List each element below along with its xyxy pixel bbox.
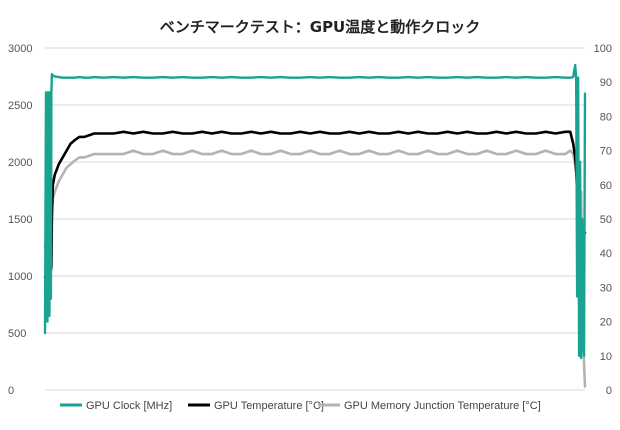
right-tick-label: 60 xyxy=(600,180,612,192)
left-tick-label: 2000 xyxy=(8,157,32,169)
right-tick-label: 90 xyxy=(600,77,612,89)
legend-label: GPU Memory Junction Temperature [°C] xyxy=(344,400,541,412)
left-tick-label: 2500 xyxy=(8,100,32,112)
legend-label: GPU Temperature [°C] xyxy=(214,400,324,412)
series-line-1 xyxy=(43,130,587,279)
right-tick-label: 0 xyxy=(606,385,612,397)
right-tick-label: 20 xyxy=(600,317,612,329)
legend: GPU Clock [MHz] GPU Temperature [°C] GPU M… xyxy=(60,400,541,412)
right-tick-label: 70 xyxy=(600,146,612,158)
left-tick-label: 3000 xyxy=(8,43,32,55)
left-tick-label: 1500 xyxy=(8,214,32,226)
right-tick-label: 10 xyxy=(600,351,612,363)
gridlines xyxy=(45,47,585,391)
left-tick-label: 1000 xyxy=(8,271,32,283)
left-tick-label: 500 xyxy=(8,328,26,340)
right-axis-ticks: 0 10 20 30 40 50 60 70 80 90 100 xyxy=(594,43,612,397)
right-tick-label: 30 xyxy=(600,282,612,294)
series-line-0 xyxy=(43,63,587,360)
right-tick-label: 100 xyxy=(594,43,612,55)
legend-label: GPU Clock [MHz] xyxy=(86,400,172,412)
series-line-2 xyxy=(43,149,587,388)
left-axis-ticks: 0 500 1000 1500 2000 2500 3000 xyxy=(8,43,32,397)
right-tick-label: 50 xyxy=(600,214,612,226)
chart-title: ベンチマークテスト：GPU温度と動作クロック xyxy=(160,18,481,36)
right-tick-label: 40 xyxy=(600,248,612,260)
left-tick-label: 0 xyxy=(8,385,14,397)
right-tick-label: 80 xyxy=(600,111,612,123)
series-lines xyxy=(43,63,587,388)
